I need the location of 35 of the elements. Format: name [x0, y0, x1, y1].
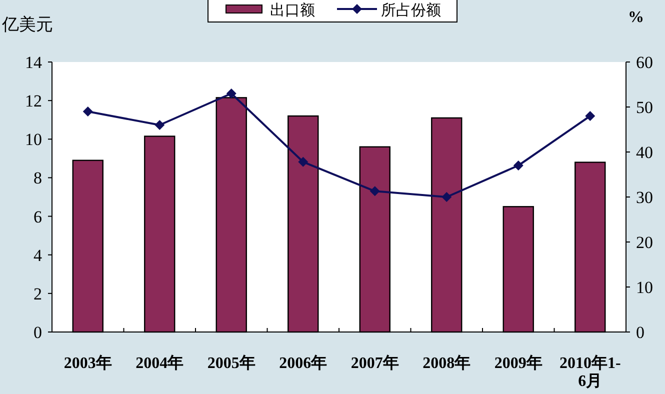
legend-label: 出口额 [270, 1, 315, 19]
y-tick-label: 6 [34, 207, 42, 226]
y2-tick-label: 0 [636, 323, 644, 342]
y-axis-title: 亿美元 [1, 15, 53, 35]
y2-tick-label: 60 [636, 53, 653, 72]
point [585, 111, 596, 121]
x-tick-label: 2008年 [422, 354, 471, 372]
y2-tick-label: 40 [636, 143, 653, 162]
point [154, 120, 165, 130]
y-tick-label: 0 [34, 323, 42, 342]
legend-label: 所占份额 [381, 1, 441, 19]
x-tick-label: 2010年1-6月 [559, 354, 621, 390]
point [513, 160, 524, 170]
point [370, 186, 380, 196]
y-tick-label: 2 [34, 284, 42, 304]
x-tick-label: 2003年 [64, 354, 112, 372]
point [298, 156, 308, 167]
point [226, 88, 236, 98]
y-tick-label: 8 [34, 168, 42, 188]
x-tick-label: 2006年 [279, 354, 328, 372]
y2-tick-label: 50 [636, 98, 653, 117]
y-tick-label: 10 [25, 130, 42, 150]
point [82, 106, 93, 116]
x-tick-label: 2009年 [494, 354, 542, 372]
x-tick-label: 2005年 [207, 354, 256, 372]
y2-tick-label: 30 [636, 188, 653, 207]
point [442, 192, 452, 202]
y2-axis-title: % [628, 9, 644, 26]
x-tick-label: 2007年 [350, 354, 399, 372]
y-tick-label: 4 [34, 246, 42, 265]
y-tick-label: 12 [25, 92, 42, 111]
y2-tick-label: 10 [636, 278, 653, 297]
x-tick-label: 2004年 [136, 354, 184, 372]
y2-tick-label: 20 [636, 233, 653, 252]
y-tick-label: 14 [25, 53, 42, 72]
